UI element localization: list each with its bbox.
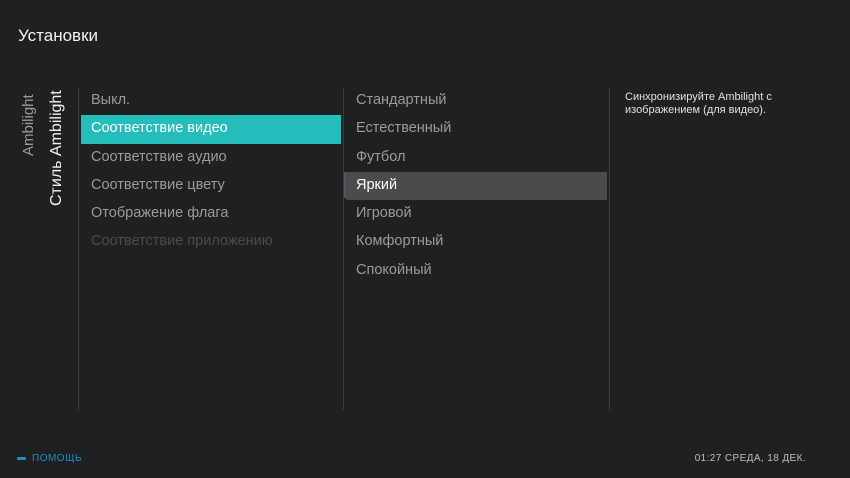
ambilight-mode-list: Стандартный Естественный Футбол Яркий Иг…: [346, 87, 607, 285]
menu-item-vivid[interactable]: Яркий: [346, 171, 607, 201]
menu-item-follow-video[interactable]: Соответствие видео: [81, 115, 341, 144]
menu-item-off[interactable]: Выкл.: [91, 92, 131, 108]
column-divider: [609, 88, 610, 410]
menu-item-game[interactable]: Игровой: [356, 205, 412, 222]
column-divider: [343, 88, 344, 410]
ambilight-style-list: Выкл. Соответствие видео Соответствие ау…: [81, 87, 341, 257]
menu-item-comfort[interactable]: Комфортный: [356, 233, 444, 250]
menu-item-follow-flag[interactable]: Отображение флага: [91, 205, 229, 222]
help-label: ПОМОЩЬ: [32, 453, 83, 464]
description-text: Синхронизируйте Ambilight с изображением…: [625, 91, 772, 116]
column-divider: [78, 88, 79, 410]
breadcrumb-ambilight[interactable]: Ambilight: [20, 94, 37, 156]
blue-key-icon: [17, 457, 26, 460]
help-button[interactable]: ПОМОЩЬ: [17, 453, 82, 464]
menu-item-follow-audio[interactable]: Соответствие аудио: [91, 148, 227, 165]
menu-item-follow-color[interactable]: Соответствие цвету: [91, 176, 225, 193]
menu-item-relax[interactable]: Спокойный: [356, 261, 432, 278]
menu-item-football[interactable]: Футбол: [356, 148, 406, 165]
breadcrumb-ambilight-style[interactable]: Стиль Ambilight: [48, 90, 65, 206]
menu-item-natural[interactable]: Естественный: [356, 120, 452, 137]
page-title: Установки: [18, 26, 99, 45]
menu-item-follow-app: Соответствие приложению: [91, 233, 273, 250]
menu-item-standard[interactable]: Стандартный: [356, 92, 447, 108]
clock-datetime: 01:27 СРЕДА, 18 ДЕК.: [694, 453, 806, 464]
